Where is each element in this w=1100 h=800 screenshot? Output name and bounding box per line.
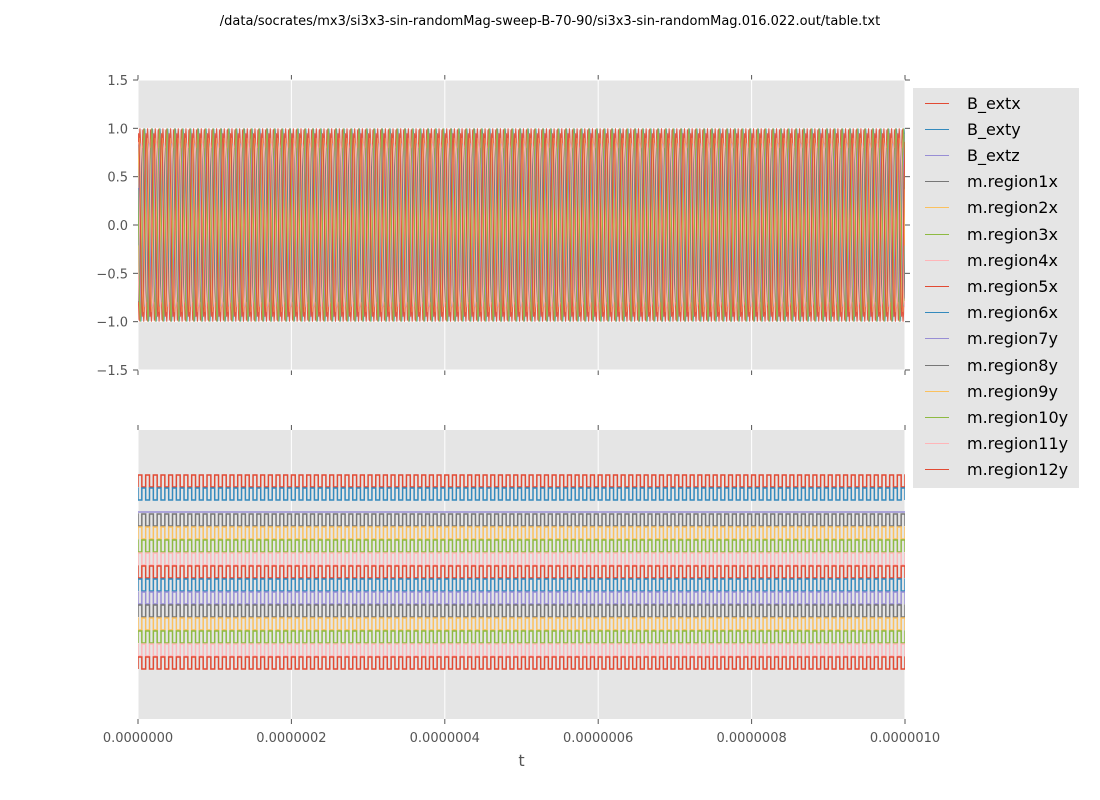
legend-swatch [925, 233, 949, 235]
legend-label: m.region9y [967, 381, 1058, 401]
legend-item: m.region11y [913, 431, 1068, 457]
legend-item: B_extz [913, 142, 1020, 168]
bottom-series-line-B_extx [138, 474, 905, 488]
legend-label: B_extz [967, 145, 1020, 165]
legend: B_extx B_exty B_extz m.region1x m.region2x m.… [913, 88, 1079, 488]
legend-item: m.region9y [913, 378, 1058, 404]
legend-swatch [925, 285, 949, 287]
legend-swatch [925, 154, 949, 156]
legend-item: B_exty [913, 116, 1021, 142]
bottom-series-line-m.region8y [138, 604, 905, 618]
legend-label: m.region3x [967, 224, 1058, 244]
bottom-series-line-m.region3x [138, 539, 905, 553]
bottom-series-line-B_exty [138, 487, 905, 501]
legend-label: m.region2x [967, 198, 1058, 218]
legend-swatch [925, 181, 949, 183]
top-ytick-label: 0.5 [107, 171, 128, 186]
top-ytick-label: 1.0 [107, 122, 128, 137]
legend-label: m.region5x [967, 276, 1058, 296]
legend-swatch [925, 102, 949, 104]
top-series-line-m.region11y [138, 142, 905, 308]
legend-label: m.region10y [967, 407, 1069, 427]
legend-swatch [925, 338, 949, 340]
legend-item: m.region8y [913, 352, 1058, 378]
bottom-series-line-m.region5x [138, 565, 905, 579]
bottom-series-line-m.region2x [138, 526, 905, 540]
legend-swatch [925, 443, 949, 445]
legend-label: m.region8y [967, 355, 1058, 375]
legend-label: m.region12y [967, 460, 1069, 480]
top-ytick-label: −1.0 [96, 316, 128, 331]
chart-title: /data/socrates/mx3/si3x3-sin-randomMag-s… [219, 14, 881, 29]
legend-swatch [925, 128, 949, 130]
legend-label: B_exty [967, 119, 1021, 139]
bottom-series-line-m.region10y [138, 630, 905, 644]
legend-item: m.region10y [913, 404, 1068, 430]
legend-item: m.region1x [913, 169, 1058, 195]
top-series-group [138, 127, 905, 323]
legend-label: B_extx [967, 93, 1021, 113]
legend-item: m.region3x [913, 221, 1058, 247]
bottom-xtick-label: 0.0000002 [256, 731, 326, 746]
legend-swatch [925, 469, 949, 471]
legend-label: m.region4x [967, 250, 1058, 270]
bottom-series-group [138, 474, 905, 670]
legend-swatch [925, 364, 949, 366]
top-series-line-m.region12y [138, 133, 905, 317]
top-series-line-m.region5x [138, 127, 905, 323]
bottom-series-line-m.region6x [138, 578, 905, 592]
legend-item: m.region7y [913, 326, 1058, 352]
bottom-xtick-label: 0.0000006 [563, 731, 633, 746]
legend-swatch [925, 416, 949, 418]
top-ytick-label: −0.5 [96, 267, 128, 282]
legend-item: m.region4x [913, 247, 1058, 273]
legend-swatch [925, 259, 949, 261]
legend-swatch [925, 312, 949, 314]
legend-label: m.region7y [967, 329, 1058, 349]
bottom-xtick-label: 0.0000010 [870, 731, 940, 746]
top-series-line-m.region10y [138, 128, 905, 322]
top-ytick-label: 0.0 [107, 219, 128, 234]
bottom-xtick-label: 0.0000000 [103, 731, 173, 746]
legend-item: B_extx [913, 90, 1021, 116]
legend-item: m.region5x [913, 273, 1058, 299]
legend-label: m.region6x [967, 303, 1058, 323]
top-ytick-label: 1.5 [107, 74, 128, 89]
legend-label: m.region11y [967, 434, 1069, 454]
bottom-xtick-label: 0.0000004 [410, 731, 480, 746]
legend-swatch [925, 390, 949, 392]
top-ytick-label: −1.5 [96, 364, 128, 379]
legend-item: m.region6x [913, 300, 1058, 326]
legend-item: m.region2x [913, 195, 1058, 221]
bottom-series-line-m.region1x [138, 513, 905, 527]
bottom-series-line-m.region11y [138, 643, 905, 657]
bottom-series-line-m.region4x [138, 552, 905, 566]
bottom-series-line-m.region9y [138, 617, 905, 631]
legend-label: m.region1x [967, 172, 1058, 192]
bottom-series-line-m.region7y [138, 591, 905, 605]
legend-item: m.region12y [913, 457, 1068, 483]
bottom-xtick-label: 0.0000008 [716, 731, 786, 746]
x-axis-label: t [518, 751, 524, 770]
bottom-series-line-m.region12y [138, 656, 905, 670]
legend-swatch [925, 207, 949, 209]
